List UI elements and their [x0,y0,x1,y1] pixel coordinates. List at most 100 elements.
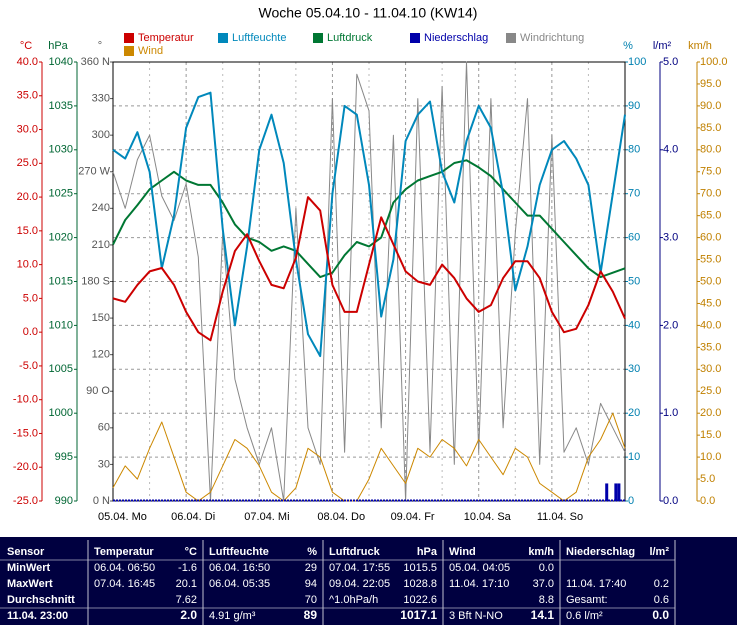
tick-label: 0.0 [663,495,678,507]
tick-label: 0.0 [23,326,38,338]
tick-label: 0.0 [700,495,715,507]
tick-label: 60 [628,232,640,244]
legend-label: Wind [138,45,163,57]
tick-label: 1.0 [663,407,678,419]
cell-note: 05.04. 04:05 [449,562,510,574]
cell-note: ^1.0hPa/h [329,594,378,606]
series-line [112,91,626,358]
tick-label: 20.0 [700,407,721,419]
tick-label: 1040 [49,56,73,68]
tick-label: -20.0 [13,461,38,473]
series-line [112,159,626,279]
tick-label: 0 [628,495,634,507]
cell-value: 0.0 [652,608,669,622]
cell-note: 11.04. 17:10 [449,578,509,590]
tick-label: 210 [92,239,110,251]
rain-bar [605,483,609,501]
tick-label: 1000 [49,407,73,419]
tick-label: 90.0 [700,100,721,112]
column-header: Wind [449,546,476,558]
tick-label: 55.0 [700,253,721,265]
tick-label: 240 [92,202,110,214]
tick-label: 270 W [78,166,110,178]
tick-label: 4.0 [663,144,678,156]
legend-swatch [506,33,516,43]
cell-value: 1022.6 [403,594,437,606]
table-background [0,537,737,625]
axis-unit: % [623,40,633,52]
tick-label: 10.0 [700,451,721,463]
rain-bar [617,483,621,501]
table-corner: Sensor [7,546,45,558]
tick-label: 40.0 [700,319,721,331]
column-header: Temperatur [94,546,154,558]
series-line [112,61,626,502]
tick-label: 30 [628,363,640,375]
legend-label: Windrichtung [520,32,584,44]
legend-swatch [124,33,134,43]
cell-value: 0.2 [654,578,669,590]
tick-label: 15.0 [700,429,721,441]
legend-swatch [218,33,228,43]
legend-swatch [124,46,134,56]
tick-label: 5.0 [23,292,38,304]
tick-label: 1010 [49,319,73,331]
cell-note: Gesamt: [566,594,608,606]
axis-unit: l/m² [653,40,672,52]
tick-label: 1005 [49,363,73,375]
tick-label: 30.0 [17,123,38,135]
column-header: Luftfeuchte [209,546,269,558]
tick-label: 0 N [93,495,110,507]
tick-label: 15.0 [17,225,38,237]
cell-value: 0.0 [539,562,554,574]
tick-label: 90 O [86,385,110,397]
tick-label: 100 [628,56,646,68]
tick-label: 5.0 [663,56,678,68]
tick-label: 35.0 [700,341,721,353]
tick-label: 35.0 [17,90,38,102]
cell-note: 09.04. 22:05 [329,578,390,590]
series-line [112,412,626,502]
row-label: Durchschnitt [7,594,75,606]
x-tick-label: 07.04. Mi [244,511,289,523]
tick-label: 1015 [49,275,73,287]
column-unit: l/m² [649,546,669,558]
tick-label: 120 [92,349,110,361]
cell-value: 20.1 [176,578,197,590]
axis-unit: ° [98,40,102,52]
axis-unit: km/h [688,40,712,52]
tick-label: 10.0 [17,259,38,271]
tick-label: 85.0 [700,122,721,134]
cell-value: -1.6 [178,562,197,574]
legend-swatch [410,33,420,43]
cell-value: 14.1 [531,608,555,622]
cell-value: 8.8 [539,594,554,606]
column-unit: km/h [528,546,554,558]
axis-unit: °C [20,40,32,52]
cell-note: 4.91 g/m³ [209,610,256,622]
tick-label: 1035 [49,100,73,112]
tick-label: 45.0 [700,297,721,309]
tick-label: 2.0 [663,319,678,331]
cell-value: 94 [305,578,317,590]
axis-unit: hPa [48,40,68,52]
cell-value: 0.6 [654,594,669,606]
tick-label: 40 [628,319,640,331]
tick-label: 65.0 [700,210,721,222]
cell-value: 2.0 [180,608,197,622]
cell-value: 37.0 [533,578,554,590]
tick-label: 995 [55,451,73,463]
cell-note: 06.04. 05:35 [209,578,270,590]
tick-label: 80 [628,144,640,156]
column-unit: hPa [417,546,438,558]
tick-label: 180 S [81,275,110,287]
cell-note: 11.04. 17:40 [566,578,626,590]
tick-label: 75.0 [700,166,721,178]
tick-label: 990 [55,495,73,507]
rain-bar [614,483,618,501]
cell-value: 29 [305,562,317,574]
tick-label: -15.0 [13,427,38,439]
tick-label: 70 [628,188,640,200]
tick-label: 70.0 [700,188,721,200]
